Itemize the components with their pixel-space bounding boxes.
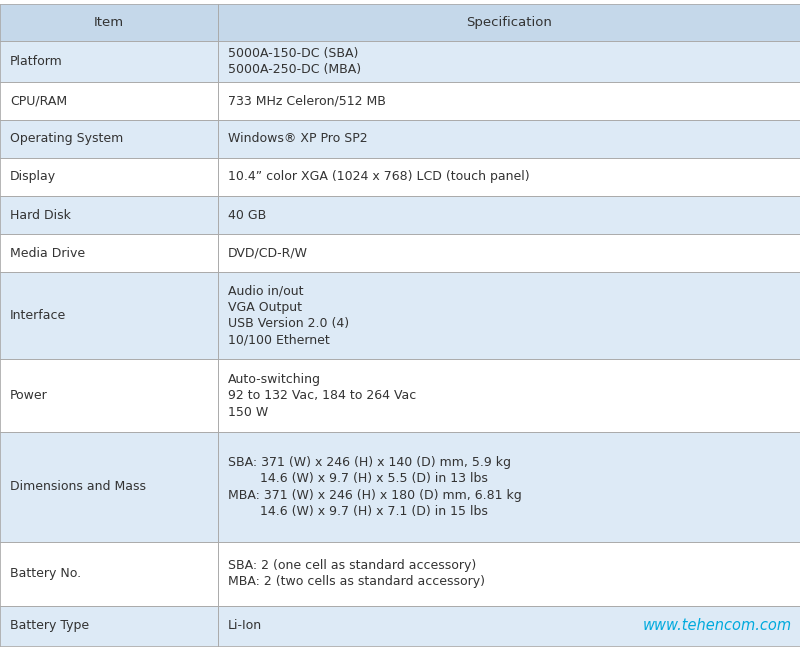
Text: SBA: 2 (one cell as standard accessory)
MBA: 2 (two cells as standard accessory): SBA: 2 (one cell as standard accessory) … — [228, 559, 485, 588]
Text: SBA: 371 (W) x 246 (H) x 140 (D) mm, 5.9 kg
        14.6 (W) x 9.7 (H) x 5.5 (D): SBA: 371 (W) x 246 (H) x 140 (D) mm, 5.9… — [228, 456, 522, 518]
Bar — [218, 41, 800, 81]
Bar — [0, 432, 218, 542]
Bar — [218, 81, 800, 120]
Bar — [0, 41, 218, 81]
Text: Battery No.: Battery No. — [10, 567, 81, 580]
Text: 10.4” color XGA (1024 x 768) LCD (touch panel): 10.4” color XGA (1024 x 768) LCD (touch … — [228, 170, 530, 183]
Text: 5000A-150-DC (SBA)
5000A-250-DC (MBA): 5000A-150-DC (SBA) 5000A-250-DC (MBA) — [228, 47, 361, 76]
Bar — [218, 606, 800, 646]
Bar — [218, 272, 800, 359]
Text: 733 MHz Celeron/512 MB: 733 MHz Celeron/512 MB — [228, 94, 386, 107]
Bar — [0, 542, 218, 606]
Bar — [0, 272, 218, 359]
Text: Li-Ion: Li-Ion — [228, 619, 262, 632]
Bar — [218, 120, 800, 158]
Text: Power: Power — [10, 389, 48, 402]
Text: Media Drive: Media Drive — [10, 247, 85, 260]
Bar — [0, 234, 218, 272]
Bar — [0, 120, 218, 158]
Text: Hard Disk: Hard Disk — [10, 209, 71, 222]
Text: Item: Item — [94, 16, 124, 29]
Text: Specification: Specification — [466, 16, 552, 29]
Text: Battery Type: Battery Type — [10, 619, 89, 632]
Text: Display: Display — [10, 170, 56, 183]
Bar — [218, 432, 800, 542]
Bar — [218, 158, 800, 196]
Bar — [218, 196, 800, 234]
Text: Audio in/out
VGA Output
USB Version 2.0 (4)
10/100 Ethernet: Audio in/out VGA Output USB Version 2.0 … — [228, 285, 349, 347]
Bar — [218, 234, 800, 272]
Bar — [0, 4, 218, 41]
Text: Auto-switching
92 to 132 Vac, 184 to 264 Vac
150 W: Auto-switching 92 to 132 Vac, 184 to 264… — [228, 372, 416, 419]
Text: 40 GB: 40 GB — [228, 209, 266, 222]
Bar — [0, 606, 218, 646]
Bar — [0, 359, 218, 432]
Text: Interface: Interface — [10, 309, 66, 322]
Text: Platform: Platform — [10, 55, 62, 68]
Bar — [218, 542, 800, 606]
Text: www.tehencom.com: www.tehencom.com — [643, 618, 792, 633]
Bar — [0, 196, 218, 234]
Bar — [0, 158, 218, 196]
Text: Dimensions and Mass: Dimensions and Mass — [10, 480, 146, 493]
Text: DVD/CD-R/W: DVD/CD-R/W — [228, 247, 308, 260]
Text: Operating System: Operating System — [10, 132, 123, 145]
Text: Windows® XP Pro SP2: Windows® XP Pro SP2 — [228, 132, 367, 145]
Bar — [0, 81, 218, 120]
Bar — [218, 4, 800, 41]
Text: CPU/RAM: CPU/RAM — [10, 94, 67, 107]
Bar — [218, 359, 800, 432]
